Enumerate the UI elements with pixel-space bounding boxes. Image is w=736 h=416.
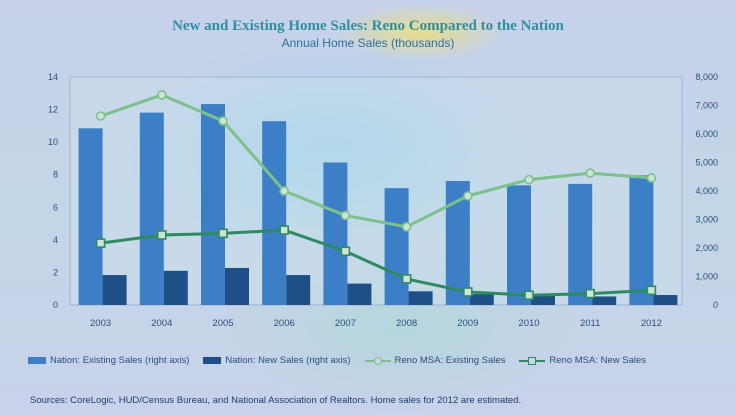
- x-axis-tick-label: 2003: [90, 318, 111, 329]
- legend-label-reno-existing: Reno MSA: Existing Sales: [394, 355, 506, 366]
- reno-existing-point: [646, 173, 657, 183]
- reno-existing-point: [401, 222, 412, 232]
- x-axis-tick-label: 2006: [274, 318, 295, 329]
- reno-existing-point: [95, 111, 106, 121]
- left-axis-tick-label: 6: [53, 202, 58, 212]
- chart-subtitle: Annual Home Sales (thousands): [281, 36, 455, 50]
- right-axis-tick-label: 7,000: [695, 101, 718, 111]
- legend-item-nation-existing: Nation: Existing Sales (right axis): [28, 355, 189, 366]
- right-axis-tick-label: 6,000: [695, 129, 718, 139]
- legend-label-nation-existing: Nation: Existing Sales (right axis): [50, 355, 190, 366]
- right-axis-tick-label: 2,000: [695, 243, 718, 253]
- source-note: Sources: CoreLogic, HUD/Census Bureau, a…: [30, 395, 522, 406]
- reno-new-point: [524, 290, 534, 301]
- legend-swatch-reno-existing: [364, 356, 391, 366]
- reno-new-point: [95, 238, 106, 248]
- legend-swatch-nation-new: [203, 357, 222, 364]
- bar-nation-existing: [201, 104, 225, 305]
- bar-nation-existing: [507, 185, 531, 305]
- right-axis-tick-label: 8,000: [695, 72, 718, 82]
- right-axis-tick-label: 3,000: [695, 215, 718, 225]
- reno-existing-line: [100, 93, 652, 229]
- bar-nation-existing: [262, 121, 287, 305]
- bar-nation-new: [102, 275, 127, 305]
- legend-swatch-nation-existing: [28, 357, 46, 364]
- legend-item-reno-new: Reno MSA: New Sales: [519, 355, 646, 366]
- reno-new-point: [279, 225, 290, 235]
- reno-existing-point: [218, 116, 228, 126]
- legend-label-nation-new: Nation: New Sales (right axis): [225, 355, 351, 366]
- bar-nation-new: [408, 291, 433, 305]
- reno-new-line: [100, 228, 652, 297]
- legend-item-reno-existing: Reno MSA: Existing Sales: [364, 355, 506, 366]
- reno-new-point: [401, 274, 412, 284]
- left-axis-tick-label: 10: [48, 137, 58, 147]
- x-axis-tick-label: 2012: [641, 318, 662, 329]
- reno-new-point: [340, 246, 351, 257]
- bar-nation-new: [469, 294, 494, 305]
- x-axis-tick-label: 2005: [212, 318, 233, 329]
- bar-nation-existing: [78, 128, 103, 305]
- chart-legend: Nation: Existing Sales (right axis) Nati…: [28, 355, 728, 366]
- x-axis-tick-label: 2009: [457, 318, 478, 329]
- reno-new-point: [462, 287, 473, 297]
- chart-svg: 0 2 4 6 8 10 12 14 0 1,000 2,000 3,000 4,000 5,000 6,0…: [48, 72, 718, 329]
- left-axis-tick-label: 0: [53, 300, 58, 310]
- right-axis-tick-label: 4,000: [695, 186, 718, 196]
- bar-nation-new: [592, 296, 617, 305]
- reno-existing-point: [279, 186, 290, 196]
- bar-nation-new: [225, 267, 249, 305]
- chart-title: New and Existing Home Sales: Reno Compar…: [172, 18, 564, 34]
- right-axis-tick-label: 0: [713, 300, 718, 310]
- legend-swatch-reno-new: [519, 356, 546, 366]
- reno-existing-point: [462, 191, 473, 201]
- bar-nation-new: [531, 295, 555, 305]
- reno-existing-point: [340, 210, 351, 221]
- left-axis-tick-label: 8: [53, 170, 58, 180]
- x-axis-tick-label: 2010: [518, 318, 539, 329]
- x-axis-tick-label: 2011: [580, 318, 600, 329]
- legend-label-reno-new: Reno MSA: New Sales: [549, 355, 647, 366]
- right-axis-tick-label: 5,000: [695, 158, 718, 168]
- reno-existing-point: [157, 90, 167, 100]
- reno-existing-point: [524, 174, 534, 185]
- bar-nation-existing: [629, 175, 654, 305]
- left-axis-tick-label: 12: [48, 105, 58, 115]
- left-axis-tick-label: 2: [53, 267, 58, 277]
- bar-nation-new: [286, 275, 311, 305]
- x-axis-tick-label: 2008: [396, 318, 417, 329]
- x-axis-tick-label: 2004: [151, 318, 172, 329]
- bar-nation-existing: [323, 162, 348, 305]
- bar-nation-existing: [568, 183, 593, 305]
- reno-new-point: [585, 288, 596, 299]
- reno-existing-point: [585, 168, 596, 178]
- reno-new-point: [646, 285, 657, 296]
- legend-item-nation-new: Nation: New Sales (right axis): [203, 355, 351, 366]
- bar-nation-existing: [139, 112, 164, 305]
- reno-new-point: [218, 228, 228, 239]
- bar-nation-new: [163, 270, 188, 305]
- bar-nation-new: [347, 283, 372, 305]
- right-axis-tick-label: 1,000: [695, 272, 718, 282]
- left-axis-tick-label: 14: [48, 72, 58, 82]
- x-axis-tick-label: 2007: [335, 318, 356, 329]
- left-axis-tick-label: 4: [53, 235, 58, 245]
- bar-nation-new: [653, 295, 678, 305]
- reno-new-point: [157, 230, 167, 240]
- bar-nation-existing: [384, 188, 409, 305]
